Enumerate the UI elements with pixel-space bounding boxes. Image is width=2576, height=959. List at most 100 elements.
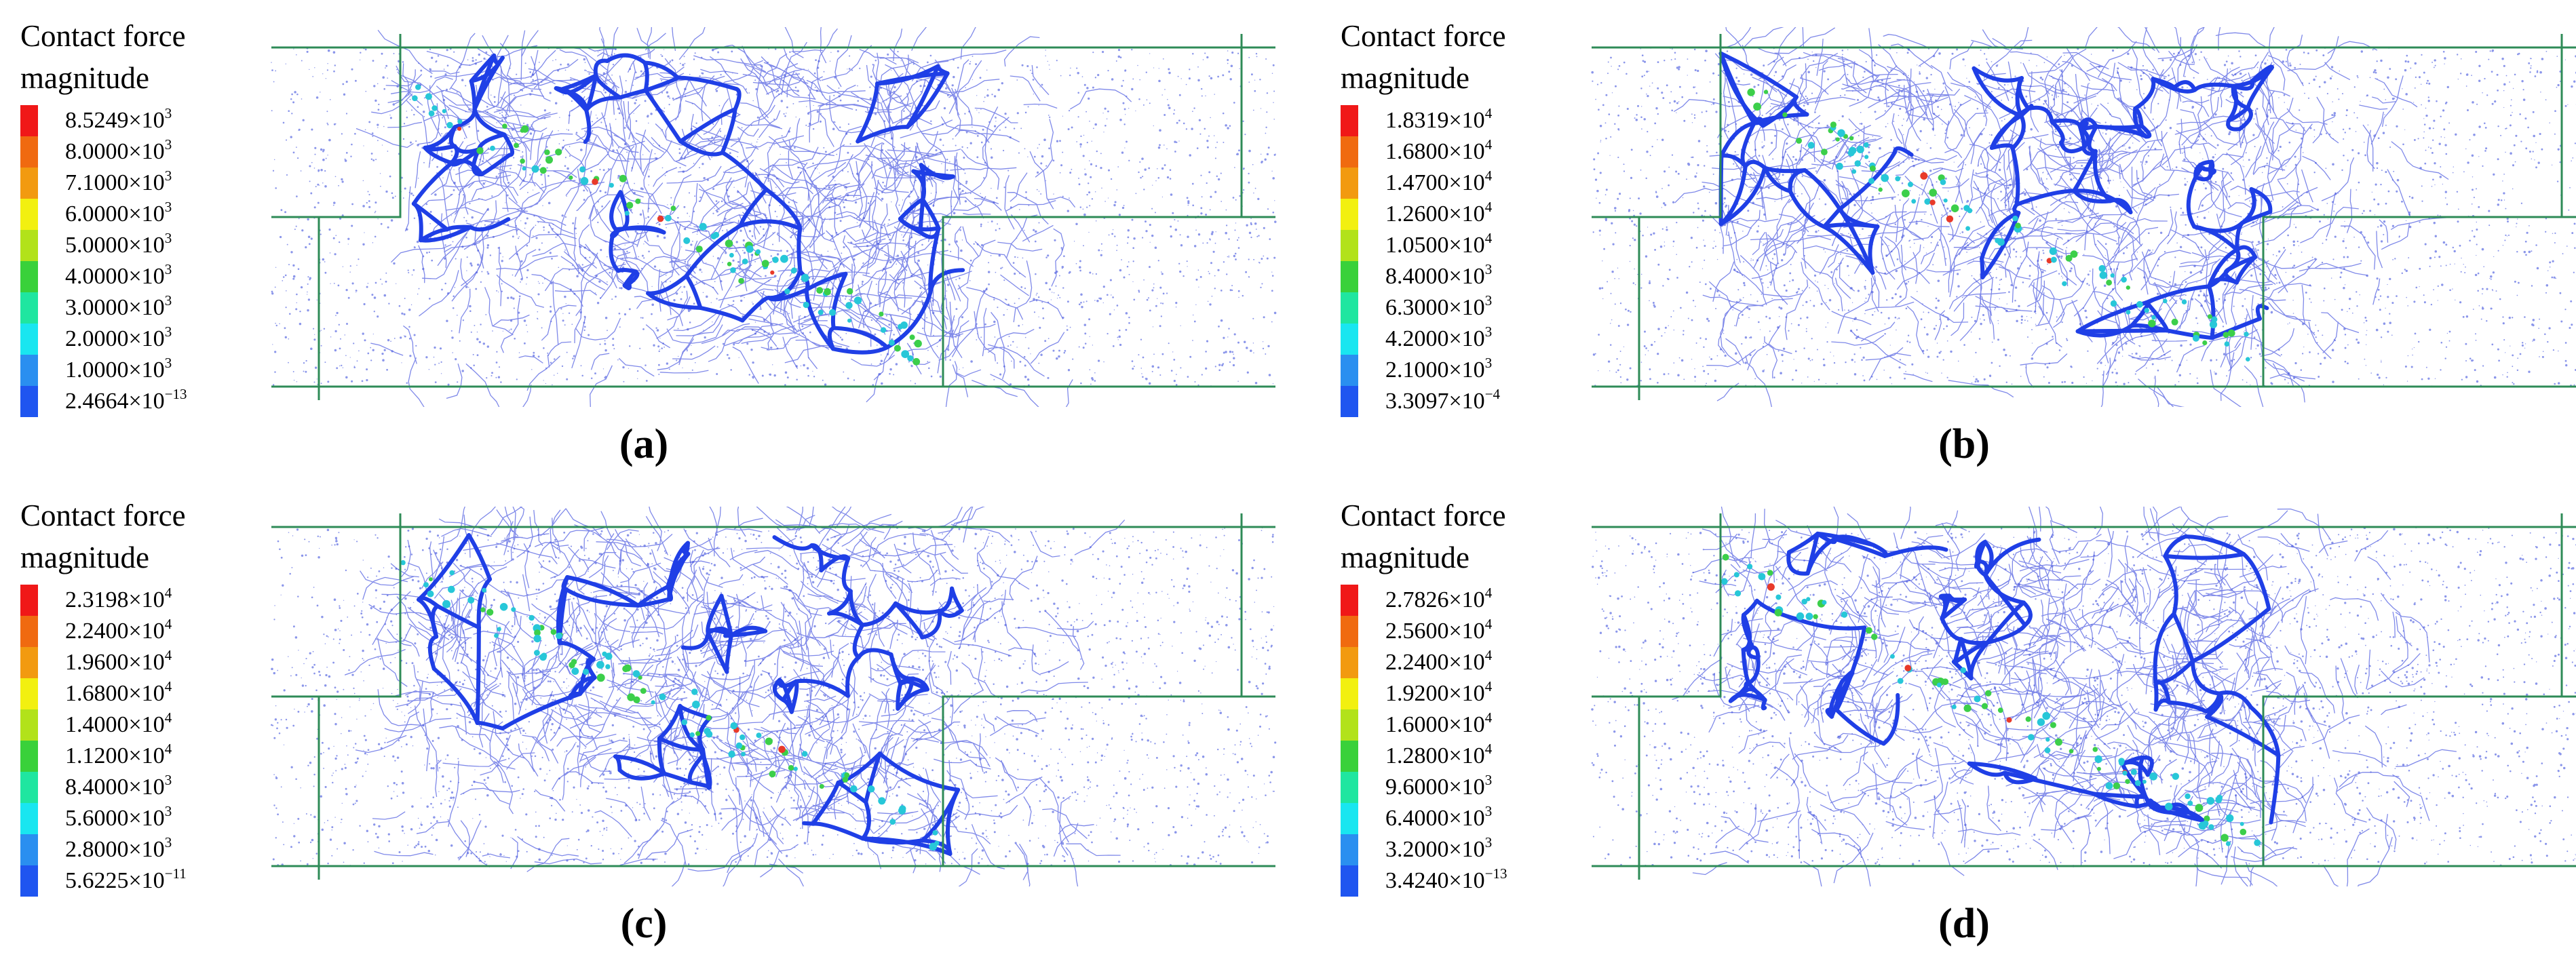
legend-swatch [20,324,38,355]
legend-label: 5.6000×103 [65,803,172,834]
legend-label: 2.1000×103 [1385,355,1492,386]
legend-row: 1.0500×104 [1341,230,1500,261]
legend-title-line-2: magnitude [20,61,149,95]
legend-row: 1.8319×104 [1341,105,1500,136]
legend-swatch [20,136,38,168]
legend-mantissa: 3.2000×10 [1385,837,1485,862]
legend-swatch [20,616,38,647]
legend-exponent: 3 [164,292,172,309]
legend-mantissa: 9.6000×10 [1385,775,1485,800]
legend-label: 9.6000×103 [1385,772,1492,803]
legend-label: 2.0000×103 [65,324,172,355]
legend-exponent: 3 [164,324,172,340]
legend-row: 1.6000×104 [1341,709,1507,741]
legend-label: 4.2000×103 [1385,324,1492,355]
legend-label: 6.4000×103 [1385,803,1492,834]
legend-row: 1.2800×104 [1341,741,1507,772]
legend-label: 1.2800×104 [1385,741,1492,772]
legend-row: 3.4240×10−13 [1341,865,1507,897]
legend-mantissa: 6.0000×10 [65,201,165,227]
legend-label: 1.6800×104 [65,678,172,709]
high-force-contacts [412,84,922,366]
legend-swatch [20,647,38,678]
legend-mantissa: 2.8000×10 [65,837,165,862]
legend-title: Contact force magnitude [1341,494,1598,579]
legend-label: 3.4240×10−13 [1385,865,1507,897]
legend-mantissa: 7.1000×10 [65,170,165,195]
legend-exponent: 3 [1484,772,1493,788]
legend-swatch [20,741,38,772]
legend-mantissa: 1.0500×10 [1385,233,1485,258]
legend-exponent: 3 [164,803,172,819]
legend-exponent: 3 [1484,355,1493,371]
legend-swatch [1341,136,1358,168]
legend-exponent: −4 [1484,386,1501,402]
legend-row: 3.3097×10−4 [1341,386,1500,417]
legend-swatch [20,199,38,230]
legend-label: 1.1200×104 [65,741,172,772]
legend-swatch [20,772,38,803]
legend-mantissa: 6.3000×10 [1385,295,1485,320]
legend-mantissa: 1.8319×10 [1385,108,1485,133]
legend-exponent: 3 [164,834,172,850]
legend-exponent: 4 [1484,199,1493,215]
legend-exponent: 4 [1484,136,1493,153]
legend-swatch [20,261,38,292]
legend-row: 6.0000×103 [20,199,187,230]
legend-title: Contact force magnitude [20,15,278,99]
legend-label: 7.1000×103 [65,168,172,199]
boundary-lines [271,34,1275,400]
panel-caption: (b) [1938,421,1990,467]
legend-label: 4.0000×103 [65,261,172,292]
legend-exponent: 4 [164,741,172,757]
legend-swatch [1341,741,1358,772]
legend-row: 8.4000×103 [20,772,187,803]
legend-row: 1.9600×104 [20,647,187,678]
legend-swatch [1341,292,1358,324]
legend-exponent: 4 [1484,230,1493,246]
legend-title-line-2: magnitude [20,541,149,574]
legend-exponent: 4 [1484,678,1493,694]
legend-swatch [20,803,38,834]
legend-label: 3.0000×103 [65,292,172,324]
legend-row: 1.1200×104 [20,741,187,772]
legend-row: 8.5249×103 [20,105,187,136]
legend-swatch [1341,230,1358,261]
boundary-lines [1592,34,2576,400]
legend-row: 2.2400×104 [20,616,187,647]
legend-row: 5.6000×103 [20,803,187,834]
legend-exponent: 3 [164,105,172,121]
legend-label: 1.6800×104 [1385,136,1492,168]
legend-swatch [1341,585,1358,616]
legend-row: 2.2400×104 [1341,647,1507,678]
legend-swatch [20,585,38,616]
legend-label: 3.2000×103 [1385,834,1492,865]
legend-exponent: 3 [1484,834,1493,850]
legend-swatch [20,386,38,417]
legend-exponent: −13 [164,386,187,402]
legend-exponent: 4 [164,616,172,632]
contact-force-network-plot [1585,507,2576,886]
legend-label: 6.3000×103 [1385,292,1492,324]
legend-mantissa: 8.4000×10 [1385,264,1485,289]
legend-swatch [20,865,38,897]
legend-label: 2.2400×104 [1385,647,1492,678]
legend-label: 2.7826×104 [1385,585,1492,616]
legend-mantissa: 1.0000×10 [65,357,165,383]
legend-exponent: −11 [164,865,187,882]
panel-b: Contact force magnitude 1.8319×104 1.6800… [1320,0,2576,480]
legend-row: 9.6000×103 [1341,772,1507,803]
legend-mantissa: 8.5249×10 [65,108,165,133]
legend-title-line-2: magnitude [1341,61,1469,95]
legend-swatch [1341,865,1358,897]
legend-label: 2.3198×104 [65,585,172,616]
legend-title: Contact force magnitude [20,494,278,579]
contact-force-network-plot [265,27,1282,407]
network-svg [1591,507,2576,886]
legend-mantissa: 1.9600×10 [65,650,165,675]
legend-mantissa: 2.2400×10 [1385,650,1485,675]
legend-label: 1.0000×103 [65,355,172,386]
legend-exponent: 4 [164,678,172,694]
legend-label: 1.9600×104 [65,647,172,678]
legend-swatch [1341,709,1358,741]
